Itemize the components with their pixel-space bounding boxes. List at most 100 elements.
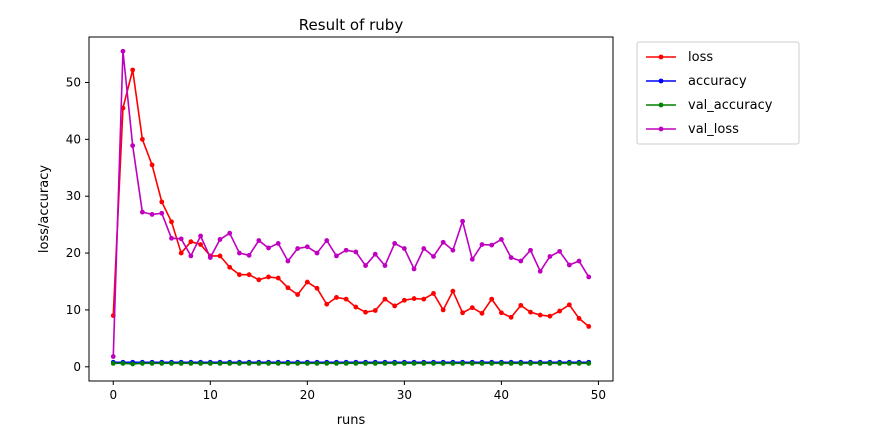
x-tick-label: 10 (203, 388, 218, 402)
legend: loss accuracy val_accuracy val_loss (636, 41, 800, 145)
data-point (207, 360, 213, 366)
data-point (363, 360, 368, 366)
data-point (304, 244, 310, 250)
data-point (314, 360, 320, 366)
data-point (314, 250, 320, 256)
data-point (266, 274, 271, 280)
data-point (334, 253, 339, 259)
legend-marker (658, 54, 664, 60)
data-point (334, 360, 339, 366)
data-point (304, 360, 310, 366)
x-tick-label: 30 (397, 388, 412, 402)
data-point (324, 360, 330, 366)
data-point (353, 360, 359, 366)
data-point (334, 295, 339, 300)
data-point (518, 258, 524, 264)
data-point (353, 249, 359, 255)
data-point (547, 360, 553, 366)
data-point (237, 250, 242, 256)
data-point (149, 212, 155, 217)
legend-label: accuracy (688, 74, 747, 89)
data-point (479, 310, 485, 316)
data-point (198, 360, 203, 366)
data-point (401, 297, 407, 303)
series-line (113, 362, 589, 365)
data-point (314, 285, 320, 291)
data-point (159, 199, 165, 205)
data-point (237, 360, 242, 366)
data-point (266, 360, 271, 366)
data-point (431, 291, 436, 296)
legend-item: val_loss (646, 122, 739, 137)
data-point (557, 360, 563, 366)
data-point (401, 360, 407, 366)
data-point (149, 162, 155, 168)
data-point (178, 236, 184, 242)
data-point (217, 360, 223, 366)
data-point (431, 360, 436, 366)
data-point (499, 360, 504, 366)
data-point (285, 258, 291, 264)
data-point (479, 360, 485, 366)
data-point (537, 268, 543, 274)
data-point (256, 277, 262, 283)
data-point (508, 360, 514, 366)
data-point (460, 360, 465, 366)
data-point (566, 302, 572, 308)
data-point (275, 275, 281, 281)
data-point (382, 263, 388, 268)
data-point (169, 360, 174, 366)
data-point (169, 235, 174, 241)
data-point (285, 360, 291, 366)
data-point (421, 360, 427, 366)
series-val-accuracy (110, 360, 592, 367)
data-point (508, 255, 514, 261)
data-point (353, 304, 359, 310)
data-point (169, 219, 174, 225)
data-point (363, 263, 368, 268)
data-point (469, 256, 475, 262)
data-point (295, 246, 301, 251)
legend-marker (658, 78, 664, 84)
axis-ticks: 0 10 20 30 40 50 0 10 20 30 40 50 (66, 75, 606, 402)
data-point (324, 301, 330, 307)
data-point (110, 354, 116, 359)
data-point (207, 255, 213, 261)
data-point (518, 302, 524, 308)
data-point (537, 312, 543, 318)
series-loss (110, 67, 592, 329)
data-point (149, 360, 155, 366)
series-line (112, 69, 590, 328)
data-point (130, 67, 136, 73)
data-point (576, 316, 582, 321)
data-point (499, 310, 504, 316)
legend-marker (658, 126, 664, 132)
data-point (392, 241, 398, 246)
series-val-loss (110, 48, 592, 359)
data-point (528, 309, 533, 315)
data-point (159, 360, 165, 366)
data-point (469, 360, 475, 366)
data-point (295, 360, 301, 366)
data-point (557, 248, 563, 254)
data-point (120, 360, 126, 366)
data-point (372, 251, 378, 257)
chart-title: Result of ruby (299, 16, 404, 34)
data-point (576, 360, 582, 366)
data-point (450, 360, 456, 366)
data-point (586, 360, 592, 366)
series-layer (110, 48, 592, 367)
legend-item: val_accuracy (646, 98, 773, 113)
data-point (401, 246, 407, 251)
data-point (246, 272, 252, 278)
data-point (450, 288, 456, 294)
data-point (343, 247, 349, 253)
data-point (537, 360, 543, 366)
data-point (372, 360, 378, 366)
data-point (275, 360, 281, 366)
data-point (372, 308, 378, 313)
data-point (566, 360, 572, 366)
data-point (421, 246, 427, 251)
data-point (489, 360, 495, 366)
